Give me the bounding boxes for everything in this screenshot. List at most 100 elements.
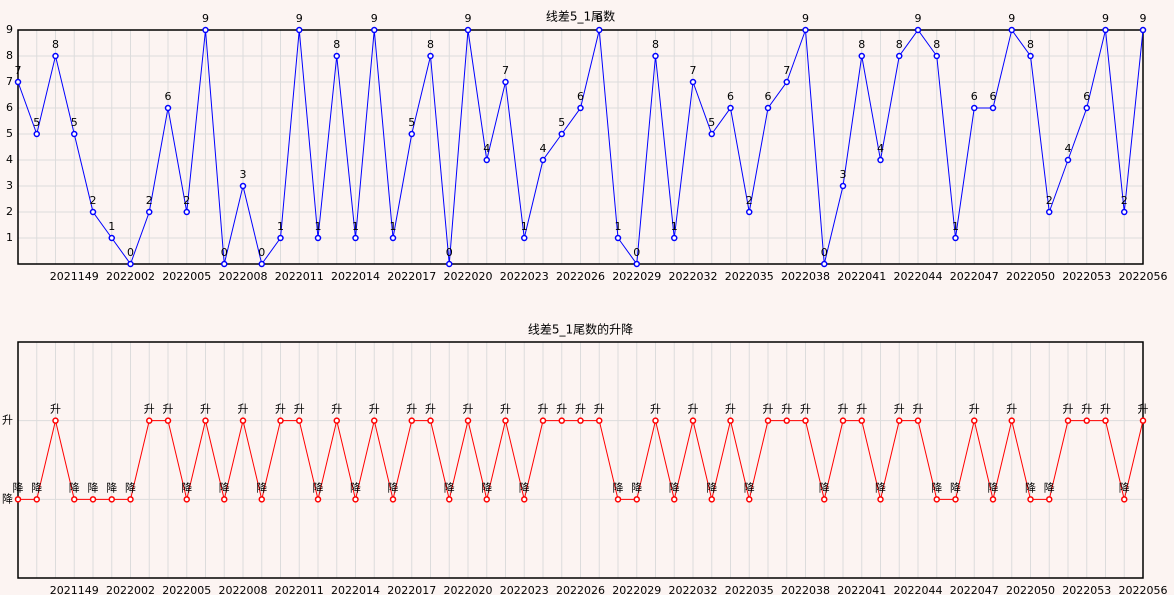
x-tick-label: 2022047 <box>950 270 999 283</box>
x-tick-label: 2022020 <box>444 270 493 283</box>
data-label: 升 <box>856 403 867 416</box>
data-label: 降 <box>256 480 267 494</box>
point <box>1139 417 1147 424</box>
point <box>277 234 284 242</box>
x-tick-label: 2022041 <box>837 270 886 283</box>
data-label: 1 <box>352 220 359 233</box>
data-label: 5 <box>33 116 40 129</box>
data-label: 6 <box>765 90 772 103</box>
x-tick-label: 2021149 <box>50 270 99 283</box>
point <box>164 104 172 112</box>
y-tick-label: 8 <box>6 49 13 62</box>
point <box>596 417 603 424</box>
data-label: 2 <box>1046 194 1053 207</box>
x-tick-label: 2022014 <box>331 584 380 595</box>
x-tick-label: 2022008 <box>219 584 268 595</box>
x-tick-label: 2022053 <box>1062 584 1111 595</box>
data-label: 升 <box>163 403 174 416</box>
point <box>802 26 809 34</box>
point <box>164 417 172 424</box>
data-label: 升 <box>894 403 905 416</box>
data-label: 升 <box>425 403 436 416</box>
point <box>258 260 265 268</box>
data-label: 0 <box>258 246 265 259</box>
point <box>502 78 509 86</box>
point <box>1027 52 1034 60</box>
data-label: 降 <box>88 480 99 494</box>
data-label: 0 <box>127 246 134 259</box>
data-label: 2 <box>1121 194 1128 207</box>
chart-title: 线差5_1尾数的升降 <box>528 322 633 337</box>
data-label: 降 <box>106 480 117 494</box>
data-label: 降 <box>988 480 999 494</box>
point <box>896 417 903 424</box>
point <box>558 130 565 138</box>
data-label: 9 <box>802 12 809 25</box>
x-tick-label: 2022038 <box>781 584 830 595</box>
point <box>689 78 697 86</box>
point <box>446 496 453 503</box>
data-label: 降 <box>613 480 624 494</box>
point <box>896 52 903 60</box>
data-label: 降 <box>706 480 717 494</box>
point <box>1139 26 1147 34</box>
point <box>746 208 753 216</box>
data-label: 降 <box>181 480 192 494</box>
point <box>296 417 303 424</box>
point <box>483 496 490 503</box>
data-label: 降 <box>388 480 399 494</box>
data-label: 8 <box>427 38 434 51</box>
point <box>521 234 528 242</box>
point <box>408 130 415 138</box>
data-label: 1 <box>952 220 959 233</box>
data-label: 升 <box>1081 403 1092 416</box>
point <box>577 417 584 424</box>
x-tick-label: 2022047 <box>950 584 999 595</box>
point <box>146 417 153 424</box>
point <box>1008 417 1015 424</box>
point <box>652 52 659 60</box>
point <box>1083 417 1090 424</box>
point <box>258 496 265 503</box>
point <box>239 417 247 424</box>
data-label: 升 <box>1063 403 1074 416</box>
point <box>71 130 78 138</box>
point <box>877 496 884 503</box>
x-tick-label: 2022056 <box>1119 270 1168 283</box>
point <box>183 208 190 216</box>
data-label: 升 <box>725 403 736 416</box>
x-tick-label: 2022023 <box>500 584 549 595</box>
point <box>464 26 472 34</box>
point <box>352 234 359 242</box>
data-label: 2 <box>90 194 97 207</box>
data-label: 3 <box>240 168 247 181</box>
x-tick-label: 2022020 <box>444 584 493 595</box>
point <box>671 496 678 503</box>
point <box>408 417 415 424</box>
data-label: 9 <box>915 12 922 25</box>
x-tick-label: 2022014 <box>331 270 380 283</box>
x-tick-label: 2022050 <box>1006 584 1055 595</box>
point <box>89 208 97 216</box>
data-label: 降 <box>13 480 24 494</box>
point <box>502 417 509 424</box>
point <box>821 496 828 503</box>
data-label: 6 <box>165 90 172 103</box>
point <box>333 417 340 424</box>
data-label: 升 <box>556 403 567 416</box>
point <box>314 234 322 242</box>
data-label: 9 <box>1008 12 1015 25</box>
point <box>146 208 153 216</box>
data-label: 4 <box>1065 142 1072 155</box>
x-tick-label: 2022026 <box>556 270 605 283</box>
data-label: 升 <box>575 403 586 416</box>
data-label: 升 <box>763 403 774 416</box>
data-label: 9 <box>1102 12 1109 25</box>
point <box>783 78 790 86</box>
data-label: 降 <box>819 480 830 494</box>
data-label: 8 <box>652 38 659 51</box>
x-tick-label: 2022023 <box>500 270 549 283</box>
data-label: 8 <box>896 38 903 51</box>
data-label: 升 <box>369 403 380 416</box>
x-tick-label: 2022053 <box>1062 270 1111 283</box>
